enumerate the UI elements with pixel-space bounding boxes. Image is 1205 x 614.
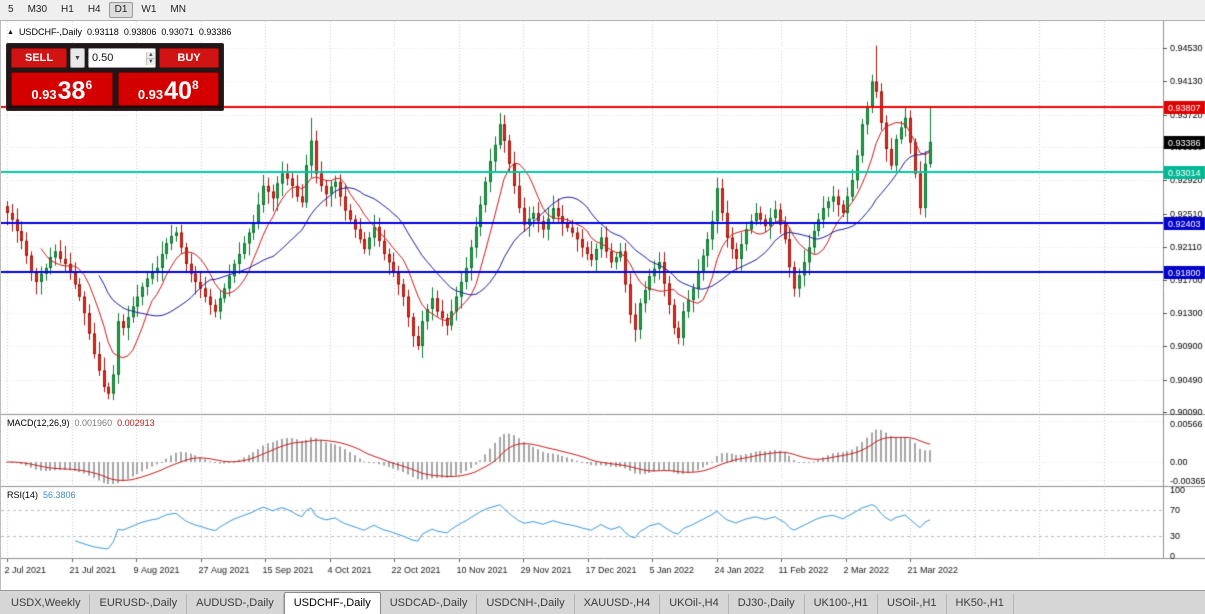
- timeframe-button-mn[interactable]: MN: [170, 4, 186, 15]
- chart-tab-xauusd-h4[interactable]: XAUUSD-,H4: [575, 594, 661, 614]
- chart-tab-dj30-daily[interactable]: DJ30-,Daily: [729, 594, 805, 614]
- chart-tab-hk50-h1[interactable]: HK50-,H1: [947, 594, 1014, 614]
- symbol-name: USDCHF-,Daily: [18, 27, 82, 37]
- sell-button[interactable]: SELL: [11, 48, 67, 68]
- chart-tab-bar: USDX,Weekly EURUSD-,Daily AUDUSD-,Daily USD…: [0, 590, 1205, 614]
- buy-price-big: 40: [164, 77, 192, 105]
- rsi-name: RSI(14): [7, 490, 39, 500]
- timeframe-button-h4[interactable]: H4: [87, 4, 101, 15]
- chevron-down-icon: ▼: [74, 54, 81, 62]
- chart-tab-usdchf-daily[interactable]: USDCHF-,Daily: [283, 592, 381, 614]
- volume-input[interactable]: [89, 52, 146, 64]
- sell-price-base: 0.93: [31, 87, 57, 102]
- timeframe-button-w1[interactable]: W1: [141, 4, 157, 15]
- timeframe-button-5[interactable]: 5: [8, 4, 14, 15]
- rsi-indicator-label: RSI(14) 56.3806: [7, 490, 76, 500]
- chart-tab-usdx-weekly[interactable]: USDX,Weekly: [2, 594, 91, 614]
- buy-price-pip: 8: [191, 78, 199, 92]
- ohlc-open: 0.93118: [86, 27, 119, 37]
- volume-stepper-up[interactable]: ▲: [146, 51, 155, 59]
- macd-signal-value: 0.002913: [117, 418, 155, 428]
- chart-tab-usdcad-daily[interactable]: USDCAD-,Daily: [381, 594, 478, 614]
- triangle-down-icon: ▼: [147, 58, 154, 65]
- chart-tab-audusd-daily[interactable]: AUDUSD-,Daily: [187, 594, 284, 614]
- buy-price[interactable]: 0.93 40 8: [117, 72, 219, 106]
- timeframe-button-h1[interactable]: H1: [61, 4, 74, 15]
- ohlc-close: 0.93386: [198, 27, 232, 37]
- sell-price[interactable]: 0.93 38 6: [11, 72, 113, 106]
- chart-tab-usoil-h1[interactable]: USOil-,H1: [878, 594, 947, 614]
- price-chart-canvas[interactable]: [1, 21, 1205, 591]
- volume-stepper-down[interactable]: ▼: [146, 58, 155, 65]
- macd-name: MACD(12,26,9): [7, 418, 70, 428]
- symbol-ohlc-header: ▲ USDCHF-,Daily 0.93118 0.93806 0.93071 …: [7, 27, 231, 37]
- one-click-trade-panel: SELL ▼ ▲ ▼ BUY 0.93 38: [6, 43, 224, 111]
- chart-tab-uk100-h1[interactable]: UK100-,H1: [805, 594, 879, 614]
- chart-tab-usdcnh-daily[interactable]: USDCNH-,Daily: [477, 594, 575, 614]
- sell-price-pip: 6: [85, 78, 93, 92]
- rsi-value: 56.3806: [43, 490, 76, 500]
- ohlc-low: 0.93071: [161, 27, 194, 37]
- timeframe-button-d1[interactable]: D1: [108, 2, 134, 18]
- macd-indicator-label: MACD(12,26,9) 0.001960 0.002913: [7, 418, 155, 428]
- triangle-up-icon: ▲: [147, 51, 154, 58]
- collapse-panel-icon[interactable]: ▲: [7, 28, 14, 36]
- chart-tab-eurusd-daily[interactable]: EURUSD-,Daily: [90, 594, 188, 614]
- volume-field: ▲ ▼: [88, 48, 156, 68]
- chart-window: ▲ USDCHF-,Daily 0.93118 0.93806 0.93071 …: [0, 21, 1205, 591]
- volume-stepper: ▲ ▼: [145, 51, 155, 65]
- volume-dropdown-button[interactable]: ▼: [70, 48, 85, 68]
- timeframe-button-m30[interactable]: M30: [27, 4, 48, 15]
- sell-price-big: 38: [57, 77, 86, 105]
- ohlc-high: 0.93806: [123, 27, 157, 37]
- buy-button[interactable]: BUY: [159, 48, 219, 68]
- chart-tab-ukoil-h4[interactable]: UKOil-,H4: [660, 594, 729, 614]
- timeframe-toolbar: 5 M30 H1 H4 D1 W1 MN: [0, 0, 1205, 21]
- macd-main-value: 0.001960: [74, 418, 113, 428]
- buy-price-base: 0.93: [137, 87, 164, 102]
